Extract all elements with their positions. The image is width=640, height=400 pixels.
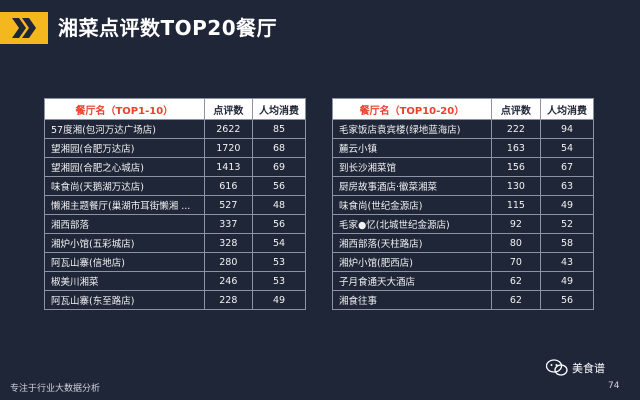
review-count-cell: 130: [490, 176, 541, 196]
avg-spend-cell: 58: [539, 233, 595, 253]
column-header-avg-spend: 人均消费: [251, 98, 307, 120]
footer-tagline: 专注于行业大数据分析: [10, 384, 101, 394]
review-count-cell: 62: [490, 271, 541, 291]
avg-spend-cell: 54: [539, 138, 595, 158]
avg-spend-cell: 49: [539, 271, 595, 291]
review-count-cell: 280: [203, 252, 253, 272]
wechat-icon: [546, 359, 568, 376]
table-row: 湘炉小馆(肥西店) 70 43: [332, 252, 595, 272]
restaurant-name-cell: 望湘园(合肥万达店): [44, 138, 205, 158]
table-row: 子月食通天大酒店 62 49: [332, 271, 595, 291]
review-count-cell: 228: [203, 290, 253, 310]
column-header-reviews: 点评数: [203, 98, 253, 120]
restaurant-name-cell: 味食尚(天鹅湖万达店): [44, 176, 205, 196]
table-row: 椒美川湘菜 246 53: [44, 271, 307, 291]
column-header-reviews: 点评数: [490, 98, 541, 120]
table-header-row: 餐厅名（TOP1-10） 点评数 人均消费: [44, 98, 307, 120]
table-row: 57度湘(包河万达广场店) 2622 85: [44, 119, 307, 139]
review-count-cell: 337: [203, 214, 253, 234]
avg-spend-cell: 49: [539, 195, 595, 215]
review-count-cell: 246: [203, 271, 253, 291]
table-row: 湘西部落(天柱路店) 80 58: [332, 233, 595, 253]
table-row: 湘食往事 62 56: [332, 290, 595, 310]
page-title: 湘菜点评数TOP20餐厅: [58, 16, 278, 40]
restaurant-name-cell: 子月食通天大酒店: [332, 271, 492, 291]
column-header-name: 餐厅名（TOP1-10）: [44, 98, 205, 120]
restaurant-name-cell: 懒湘主题餐厅(巢湖市耳街懒湘 ...: [44, 195, 205, 215]
restaurant-name-cell: 湘炉小馆(五彩城店): [44, 233, 205, 253]
review-count-cell: 92: [490, 214, 541, 234]
ranking-table-top1-10: 餐厅名（TOP1-10） 点评数 人均消费 57度湘(包河万达广场店) 2622 8…: [44, 98, 307, 310]
restaurant-name-cell: 57度湘(包河万达广场店): [44, 119, 205, 139]
restaurant-name-cell: 望湘园(合肥之心城店): [44, 157, 205, 177]
restaurant-name-cell: 椒美川湘菜: [44, 271, 205, 291]
avg-spend-cell: 85: [251, 119, 307, 139]
restaurant-name-cell: 毛家●忆(北城世纪金源店): [332, 214, 492, 234]
table-row: 毛家饭店袁宾楼(绿地蓝海店) 222 94: [332, 119, 595, 139]
table-header-row: 餐厅名（TOP10-20） 点评数 人均消费: [332, 98, 595, 120]
avg-spend-cell: 48: [251, 195, 307, 215]
column-header-avg-spend: 人均消费: [539, 98, 595, 120]
table-row: 毛家●忆(北城世纪金源店) 92 52: [332, 214, 595, 234]
restaurant-name-cell: 麓云小镇: [332, 138, 492, 158]
avg-spend-cell: 53: [251, 252, 307, 272]
restaurant-name-cell: 到长沙湘菜馆: [332, 157, 492, 177]
column-header-name: 餐厅名（TOP10-20）: [332, 98, 492, 120]
review-count-cell: 2622: [203, 119, 253, 139]
page-number: 74: [608, 381, 620, 391]
restaurant-name-cell: 厨房故事酒店·徽菜湘菜: [332, 176, 492, 196]
table-row: 望湘园(合肥之心城店) 1413 69: [44, 157, 307, 177]
avg-spend-cell: 69: [251, 157, 307, 177]
avg-spend-cell: 52: [539, 214, 595, 234]
review-count-cell: 62: [490, 290, 541, 310]
restaurant-name-cell: 湘食往事: [332, 290, 492, 310]
table-row: 到长沙湘菜馆 156 67: [332, 157, 595, 177]
restaurant-name-cell: 湘西部落(天柱路店): [332, 233, 492, 253]
avg-spend-cell: 67: [539, 157, 595, 177]
avg-spend-cell: 49: [251, 290, 307, 310]
table-row: 阿瓦山寨(东至路店) 228 49: [44, 290, 307, 310]
review-count-cell: 115: [490, 195, 541, 215]
review-count-cell: 1720: [203, 138, 253, 158]
brand-mark: 美食谱: [546, 359, 605, 377]
review-count-cell: 222: [490, 119, 541, 139]
table-row: 懒湘主题餐厅(巢湖市耳街懒湘 ... 527 48: [44, 195, 307, 215]
review-count-cell: 616: [203, 176, 253, 196]
avg-spend-cell: 56: [539, 290, 595, 310]
restaurant-name-cell: 味食尚(世纪金源店): [332, 195, 492, 215]
avg-spend-cell: 43: [539, 252, 595, 272]
table-row: 阿瓦山寨(信地店) 280 53: [44, 252, 307, 272]
review-count-cell: 156: [490, 157, 541, 177]
avg-spend-cell: 53: [251, 271, 307, 291]
table-row: 厨房故事酒店·徽菜湘菜 130 63: [332, 176, 595, 196]
review-count-cell: 328: [203, 233, 253, 253]
avg-spend-cell: 56: [251, 214, 307, 234]
restaurant-name-cell: 湘炉小馆(肥西店): [332, 252, 492, 272]
avg-spend-cell: 54: [251, 233, 307, 253]
table-row: 味食尚(世纪金源店) 115 49: [332, 195, 595, 215]
table-row: 麓云小镇 163 54: [332, 138, 595, 158]
table-row: 望湘园(合肥万达店) 1720 68: [44, 138, 307, 158]
avg-spend-cell: 56: [251, 176, 307, 196]
restaurant-name-cell: 湘西部落: [44, 214, 205, 234]
review-count-cell: 70: [490, 252, 541, 272]
avg-spend-cell: 68: [251, 138, 307, 158]
review-count-cell: 80: [490, 233, 541, 253]
brand-name: 美食谱: [572, 362, 605, 375]
avg-spend-cell: 94: [539, 119, 595, 139]
review-count-cell: 527: [203, 195, 253, 215]
table-row: 湘西部落 337 56: [44, 214, 307, 234]
table-row: 味食尚(天鹅湖万达店) 616 56: [44, 176, 307, 196]
restaurant-name-cell: 毛家饭店袁宾楼(绿地蓝海店): [332, 119, 492, 139]
review-count-cell: 1413: [203, 157, 253, 177]
ranking-table-top10-20: 餐厅名（TOP10-20） 点评数 人均消费 毛家饭店袁宾楼(绿地蓝海店) 222…: [332, 98, 595, 310]
restaurant-name-cell: 阿瓦山寨(信地店): [44, 252, 205, 272]
title-badge: [0, 12, 48, 44]
double-chevron-icon: [12, 18, 36, 38]
avg-spend-cell: 63: [539, 176, 595, 196]
table-row: 湘炉小馆(五彩城店) 328 54: [44, 233, 307, 253]
restaurant-name-cell: 阿瓦山寨(东至路店): [44, 290, 205, 310]
review-count-cell: 163: [490, 138, 541, 158]
